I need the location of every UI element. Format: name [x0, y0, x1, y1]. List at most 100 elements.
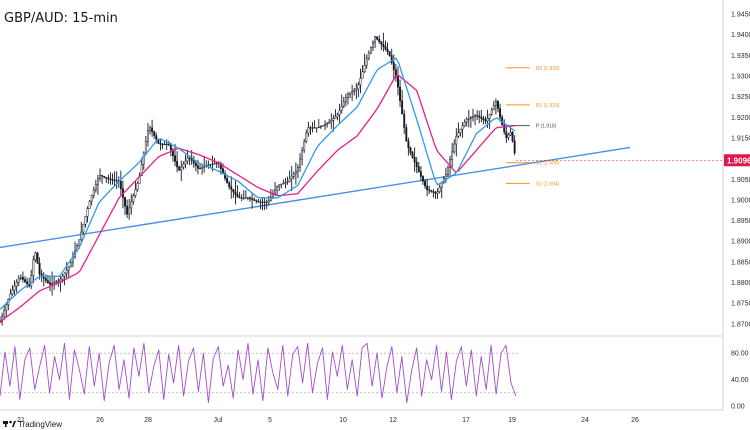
candle-body — [176, 161, 179, 168]
price-tick-label: 1.90500 — [731, 177, 750, 184]
candle-body — [324, 124, 326, 126]
candle-body — [242, 197, 245, 199]
candle-body — [440, 182, 443, 188]
candle-body — [96, 178, 99, 185]
candle-body — [21, 277, 24, 280]
candle-body — [319, 125, 322, 128]
pivot-level-label: S2 (1.904) — [536, 181, 560, 187]
candle-body — [307, 127, 310, 134]
price-tick-label: 1.90000 — [731, 197, 750, 204]
candle-body — [511, 132, 514, 142]
price-tick-label: 1.87000 — [731, 321, 750, 328]
candle-body — [357, 84, 360, 90]
candle-body — [132, 195, 135, 203]
candle-body — [107, 177, 110, 180]
candle-body — [174, 155, 176, 162]
price-tick-label: 1.89000 — [731, 239, 750, 246]
candle-body — [388, 51, 391, 56]
candle-body — [194, 162, 197, 166]
candle-body — [455, 136, 458, 145]
candle-body — [1, 315, 4, 322]
brand-name: TradingView — [18, 420, 62, 429]
time-tick-label: 26 — [631, 417, 639, 424]
candle-body — [19, 277, 22, 279]
candle-body — [378, 39, 381, 42]
candle-body — [303, 141, 306, 151]
candle-body — [405, 127, 408, 142]
candle-body — [301, 150, 304, 160]
candle-body — [251, 198, 254, 200]
candle-body — [372, 41, 374, 48]
candlesticks — [0, 32, 516, 326]
time-tick-label: 24 — [581, 417, 589, 424]
price-tick-label: 1.92000 — [731, 115, 750, 122]
candle-body — [305, 132, 308, 142]
candle-body — [509, 132, 512, 136]
candle-body — [69, 261, 72, 268]
candle-body — [374, 36, 376, 43]
candle-body — [178, 166, 181, 171]
candle-body — [401, 100, 404, 115]
oscillator-pane — [0, 342, 520, 404]
candle-body — [103, 176, 106, 178]
candle-body — [82, 224, 85, 233]
candle-body — [269, 196, 272, 201]
price-tick-label: 1.89500 — [731, 218, 750, 225]
candle-body — [399, 86, 402, 101]
candle-body — [253, 199, 256, 201]
candle-body — [49, 282, 51, 285]
candle-body — [428, 189, 431, 191]
tradingview-logo[interactable]: TradingView — [3, 420, 62, 429]
candle-body — [59, 278, 62, 282]
candle-body — [482, 118, 485, 120]
candle-body — [111, 179, 114, 181]
price-tick-label: 1.91500 — [731, 135, 750, 142]
candle-body — [415, 161, 418, 168]
candle-body — [209, 164, 212, 166]
candle-body — [34, 252, 37, 261]
candle-body — [184, 160, 187, 165]
candle-body — [259, 201, 262, 203]
candle-body — [257, 201, 260, 203]
candle-body — [130, 201, 133, 209]
candle-body — [90, 195, 93, 202]
candle-body — [15, 282, 18, 287]
candle-body — [94, 184, 97, 191]
candle-body — [128, 207, 131, 215]
candle-body — [457, 132, 460, 137]
candle-body — [44, 278, 47, 281]
candle-body — [361, 71, 364, 79]
candle-body — [182, 163, 185, 168]
time-tick-label: 26 — [96, 417, 104, 424]
price-tick-label: 1.94000 — [731, 32, 750, 39]
candle-body — [284, 182, 287, 184]
candle-body — [67, 266, 70, 271]
candle-body — [313, 127, 316, 129]
price-tick-label: 1.93000 — [731, 74, 750, 81]
candle-body — [436, 191, 439, 194]
candle-body — [419, 171, 422, 177]
candle-body — [447, 167, 449, 175]
candle-body — [328, 121, 331, 124]
candle-body — [282, 182, 285, 185]
candle-body — [353, 90, 356, 92]
candle-body — [51, 283, 54, 285]
axes: 1.94500 1.94000 1.93500 1.93000 1.92500 1.920… — [17, 12, 750, 424]
candle-body — [13, 285, 16, 291]
candle-body — [492, 105, 495, 111]
candle-body — [228, 182, 231, 187]
candle-body — [149, 127, 151, 131]
oscillator-line — [0, 342, 517, 404]
time-tick-label: 10 — [339, 417, 347, 424]
candle-body — [215, 162, 218, 164]
price-tick-label: 1.94500 — [731, 12, 750, 19]
candle-body — [336, 114, 339, 118]
candle-body — [449, 159, 452, 168]
candle-body — [342, 101, 345, 107]
candle-body — [484, 119, 487, 122]
candle-body — [134, 189, 137, 196]
candle-body — [119, 181, 122, 190]
price-pane: R2 (1.932) R1 (1.923) P (1.918) S1 (1.909) S… — [0, 32, 723, 326]
candle-body — [351, 91, 354, 94]
candle-body — [338, 110, 341, 116]
